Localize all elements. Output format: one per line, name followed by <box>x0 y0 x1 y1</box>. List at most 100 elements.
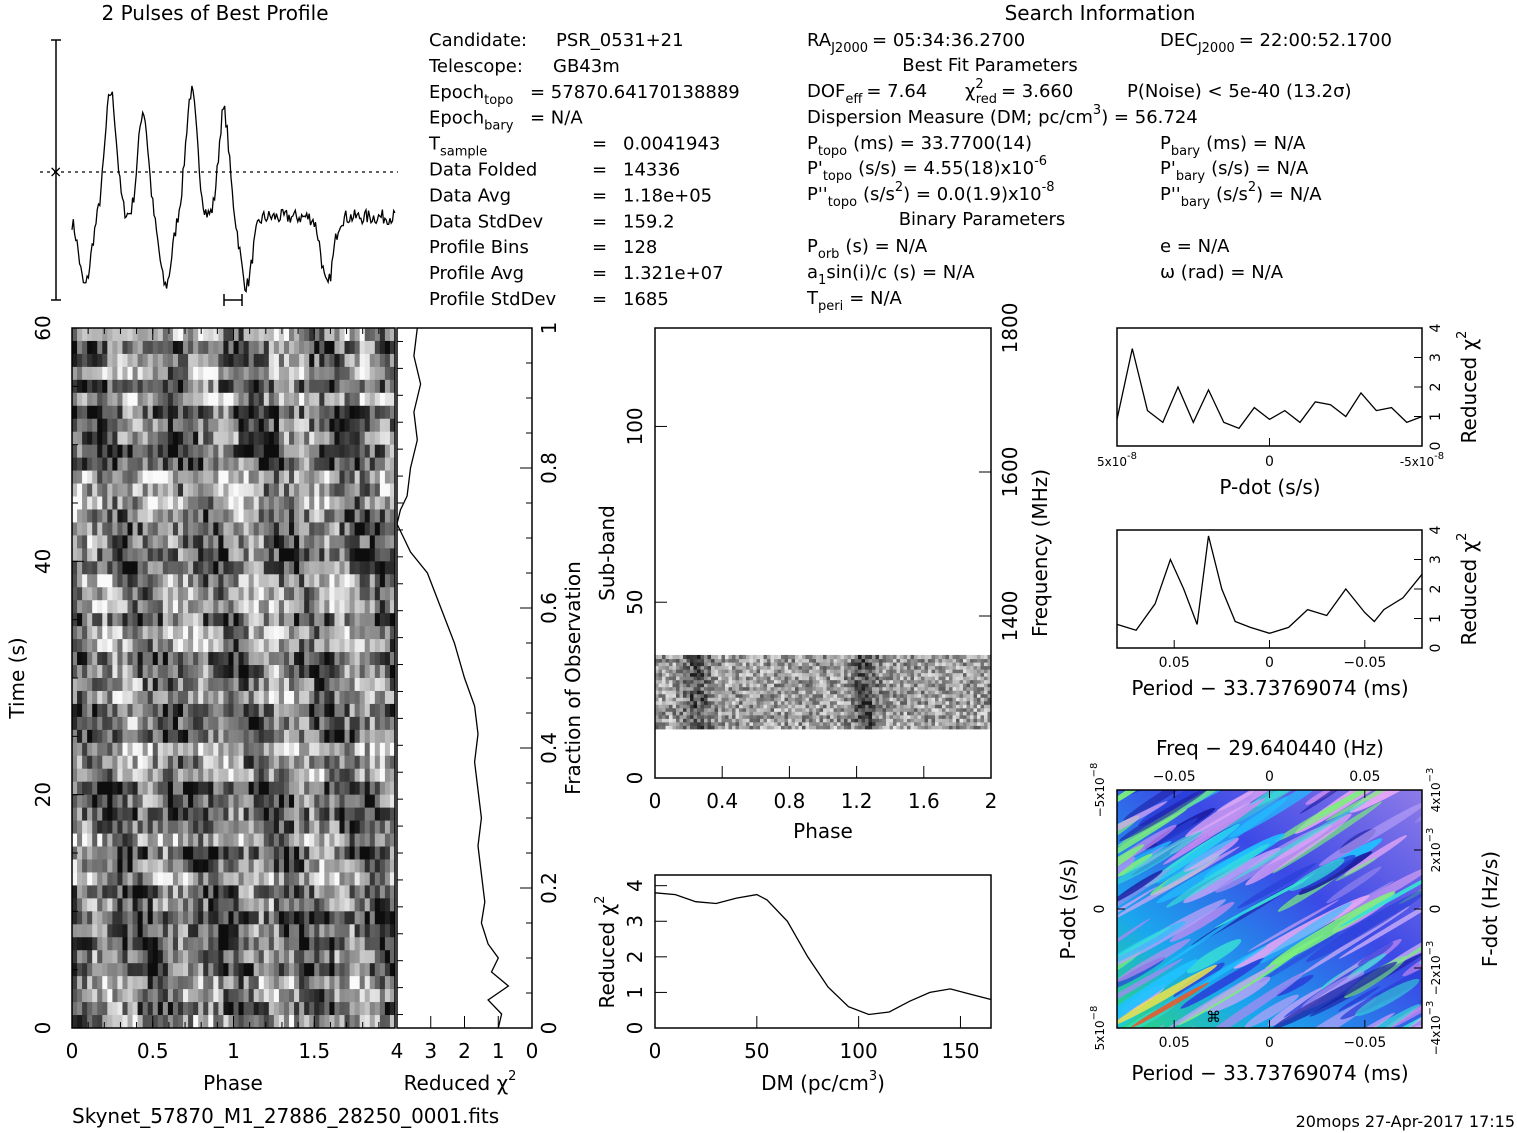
heatmap-cell <box>746 676 751 681</box>
heatmap-cell <box>756 721 761 726</box>
heatmap-cell <box>172 665 179 679</box>
heatmap-cell <box>223 989 230 1003</box>
heatmap-cell <box>248 574 255 588</box>
heatmap-cell <box>243 742 250 757</box>
heatmap-cell <box>942 704 947 709</box>
heatmap-cell <box>137 548 144 562</box>
heatmap-cell <box>693 714 698 719</box>
heatmap-cell <box>770 693 775 698</box>
heatmap-cell <box>102 794 108 809</box>
heatmap-cell <box>384 548 391 562</box>
heatmap-cell <box>137 911 144 925</box>
heatmap-cell <box>228 392 235 407</box>
heatmap-cell <box>728 686 733 691</box>
heatmap-cell <box>777 714 782 719</box>
heatmap-cell <box>299 340 305 355</box>
heatmap-cell <box>952 690 957 695</box>
heatmap-cell <box>294 353 300 368</box>
heatmap-cell <box>334 807 341 822</box>
heatmap-cell <box>162 976 169 990</box>
heatmap-cell <box>949 686 954 691</box>
heatmap-cell <box>379 755 386 770</box>
heatmap-cell <box>753 697 758 702</box>
heatmap-cell <box>273 379 280 394</box>
heatmap-cell <box>289 690 295 705</box>
heatmap-cell <box>132 989 139 1003</box>
heatmap-cell <box>299 911 305 925</box>
heatmap-cell <box>686 693 691 698</box>
heatmap-cell <box>854 711 859 716</box>
heatmap-cell <box>655 679 660 684</box>
heatmap-cell <box>82 444 88 459</box>
heatmap-cell <box>349 392 356 407</box>
heatmap-cell <box>359 807 366 822</box>
heatmap-cell <box>193 950 199 964</box>
heatmap-cell <box>273 898 280 912</box>
search-info-title: Search Information <box>1005 1 1196 25</box>
heatmap-cell <box>77 431 83 446</box>
heatmap-cell <box>112 353 119 368</box>
heatmap-cell <box>329 781 336 796</box>
heatmap-cell <box>697 697 702 702</box>
heatmap-cell <box>910 711 915 716</box>
heatmap-cell <box>112 729 119 744</box>
heatmap-cell <box>228 976 235 990</box>
heatmap-cell <box>122 548 129 562</box>
heatmap-cell <box>97 898 103 912</box>
heatmap-cell <box>910 704 915 709</box>
heatmap-cell <box>102 859 108 874</box>
heatmap-cell <box>157 392 164 407</box>
heatmap-cell <box>389 678 395 692</box>
heatmap-cell <box>218 924 225 938</box>
heatmap-cell <box>798 686 803 691</box>
heatmap-cell <box>263 405 270 420</box>
heatmap-cell <box>228 535 235 549</box>
heatmap-cell <box>72 924 78 938</box>
heatmap-cell <box>732 690 737 695</box>
heatmap-cell <box>137 833 144 848</box>
heatmap-cell <box>384 885 391 899</box>
heatmap-cell <box>193 690 199 705</box>
heatmap-cell <box>107 418 113 433</box>
heatmap-cell <box>162 496 169 511</box>
heatmap-cell <box>319 833 325 848</box>
heatmap-cell <box>263 911 270 925</box>
heatmap-cell <box>788 714 793 719</box>
heatmap-cell <box>122 716 129 731</box>
heatmap-cell <box>198 989 204 1003</box>
heatmap-cell <box>213 898 219 912</box>
heatmap-cell <box>248 353 255 368</box>
heatmap-cell <box>82 379 88 394</box>
heatmap-cell <box>959 690 964 695</box>
heatmap-cell <box>299 470 305 485</box>
heatmap-cell <box>263 587 270 601</box>
heatmap-cell <box>977 676 982 681</box>
heatmap-cell <box>137 483 144 498</box>
heatmap-cell <box>87 496 93 511</box>
heatmap-cell <box>840 700 845 705</box>
heatmap-cell <box>711 679 716 684</box>
heatmap-cell <box>218 483 225 498</box>
heatmap-cell <box>127 561 134 575</box>
heatmap-cell <box>77 963 83 977</box>
heatmap-cell <box>763 683 768 688</box>
heatmap-cell <box>987 711 991 716</box>
heatmap-cell <box>248 859 255 874</box>
heatmap-cell <box>243 690 250 705</box>
heatmap-cell <box>243 561 250 575</box>
heatmap-cell <box>289 846 295 861</box>
heatmap-cell <box>218 431 225 446</box>
heatmap-cell <box>218 963 225 977</box>
heatmap-cell <box>263 937 270 951</box>
heatmap-cell <box>142 794 149 809</box>
heatmap-cell <box>218 522 225 536</box>
heatmap-cell <box>278 509 285 524</box>
heatmap-cell <box>132 392 139 407</box>
heatmap-cell <box>172 872 179 886</box>
heatmap-cell <box>833 693 838 698</box>
heatmap-cell <box>329 989 336 1003</box>
heatmap-cell <box>984 704 989 709</box>
heatmap-cell <box>137 937 144 951</box>
heatmap-cell <box>812 693 817 698</box>
